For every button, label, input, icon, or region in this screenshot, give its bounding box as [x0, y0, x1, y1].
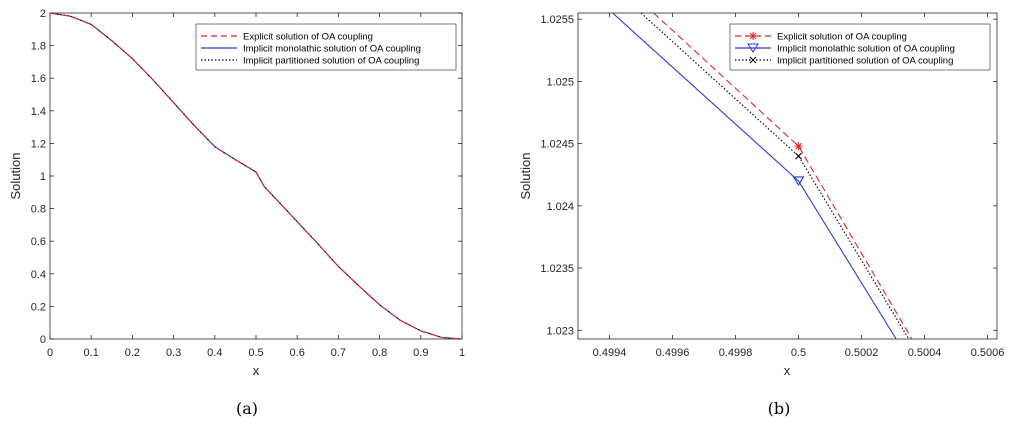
x-tick-label-a: 0.1: [84, 347, 99, 359]
panel-caption-a: (a): [236, 399, 258, 418]
x-tick-label-a: 0.8: [372, 347, 387, 359]
legend-b: Explicit solution of OA coupling Implici…: [729, 23, 991, 71]
series-group-a: [50, 13, 462, 339]
y-tick-label-a: 2: [40, 8, 46, 20]
y-tick-label-a: 1.2: [31, 138, 46, 150]
x-tick-label-b: 0.5004: [908, 347, 942, 359]
x-tick-label-b: 0.5: [791, 347, 806, 359]
y-tick-label-a: 0.4: [31, 269, 46, 281]
y-ticks-b: 1.023 1.0235 1.024 1.0245 1.025 1.0255: [540, 14, 997, 337]
x-tick-label-a: 1: [459, 347, 465, 359]
series-line-1-b: [612, 13, 897, 339]
x-tick-label-a: 0.6: [290, 347, 305, 359]
legend-label-monolithic-a: Implicit monolathic solution of OA coupl…: [243, 44, 421, 55]
chart-panel-a: 0 0.1 0.2 0.3 0.4 0.5 0.6 0.7 0.8 0.9 1 0 0.2 0.4 0.6…: [8, 8, 465, 418]
y-tick-label-a: 0.2: [31, 301, 46, 313]
panel-caption-b: (b): [768, 399, 791, 418]
x-tick-label-b: 0.5006: [971, 347, 1005, 359]
series-line-0-b: [653, 13, 913, 339]
y-axis-label-a: Solution: [8, 153, 23, 200]
y-tick-label-a: 1.4: [31, 106, 46, 118]
x-tick-label-a: 0: [47, 347, 53, 359]
x-tick-label-a: 0.3: [166, 347, 181, 359]
legend-label-explicit-b: Explicit solution of OA coupling: [777, 32, 907, 43]
legend-label-partitioned-b: Implicit partitioned solution of OA coup…: [777, 56, 953, 67]
x-tick-label-a: 0.5: [248, 347, 263, 359]
y-tick-label-a: 0.6: [31, 236, 46, 248]
chart-panel-b: 0.4994 0.4996 0.4998 0.5 0.5002 0.5004 0.5006 …: [518, 12, 1005, 418]
legend-label-monolithic-b: Implicit monolathic solution of OA coupl…: [777, 44, 955, 55]
x-tick-label-a: 0.4: [207, 347, 222, 359]
legend-box-b: [729, 23, 991, 71]
x-tick-label-a: 0.9: [413, 347, 428, 359]
y-tick-label-a: 0.8: [31, 204, 46, 216]
y-tick-label-b: 1.0255: [540, 14, 574, 26]
x-tick-label-b: 0.4994: [593, 347, 627, 359]
x-tick-label-b: 0.5002: [845, 347, 879, 359]
series-line-2-b: [640, 13, 910, 339]
x-tick-label-a: 0.7: [331, 347, 346, 359]
legend-label-partitioned-a: Implicit partitioned solution of OA coup…: [243, 56, 419, 67]
x-ticks-b: 0.4994 0.4996 0.4998 0.5 0.5002 0.5004 0.5006: [593, 13, 1005, 359]
y-tick-label-b: 1.024: [546, 201, 574, 213]
y-axis-label-b: Solution: [518, 153, 533, 200]
x-axis-label-a: x: [253, 363, 260, 378]
y-tick-label-b: 1.0245: [540, 139, 574, 151]
series-marker-x-b: [795, 152, 802, 160]
x-tick-label-b: 0.4996: [656, 347, 690, 359]
x-ticks-a: 0 0.1 0.2 0.3 0.4 0.5 0.6 0.7 0.8 0.9 1: [47, 13, 465, 359]
y-tick-label-a: 0: [40, 334, 46, 346]
legend-label-explicit-a: Explicit solution of OA coupling: [243, 32, 373, 43]
y-ticks-a: 0 0.2 0.4 0.6 0.8 1 1.2 1.4 1.6 1.8 2: [31, 8, 462, 346]
legend-marker-asterisk-b: [749, 32, 757, 40]
legend-a: Explicit solution of OA coupling Implici…: [195, 23, 457, 71]
y-tick-label-b: 1.0235: [540, 263, 574, 275]
legend-marker-x-b: [749, 56, 757, 64]
x-tick-label-a: 0.2: [125, 347, 140, 359]
series-marker-triangle-down-b: [792, 176, 805, 187]
y-tick-label-b: 1.023: [546, 325, 574, 337]
series-line-0-a: [50, 13, 462, 339]
x-axis-label-b: x: [784, 363, 791, 378]
y-tick-label-b: 1.025: [546, 76, 574, 88]
x-tick-label-b: 0.4998: [719, 347, 753, 359]
y-tick-label-a: 1.6: [31, 73, 46, 85]
legend-box-a: [195, 23, 457, 71]
series-marker-asterisk-b: [794, 142, 803, 151]
y-tick-label-a: 1.8: [31, 41, 46, 53]
series-group-b: [612, 13, 913, 339]
y-tick-label-a: 1: [40, 171, 46, 183]
legend-marker-triangle-b: [747, 43, 759, 53]
